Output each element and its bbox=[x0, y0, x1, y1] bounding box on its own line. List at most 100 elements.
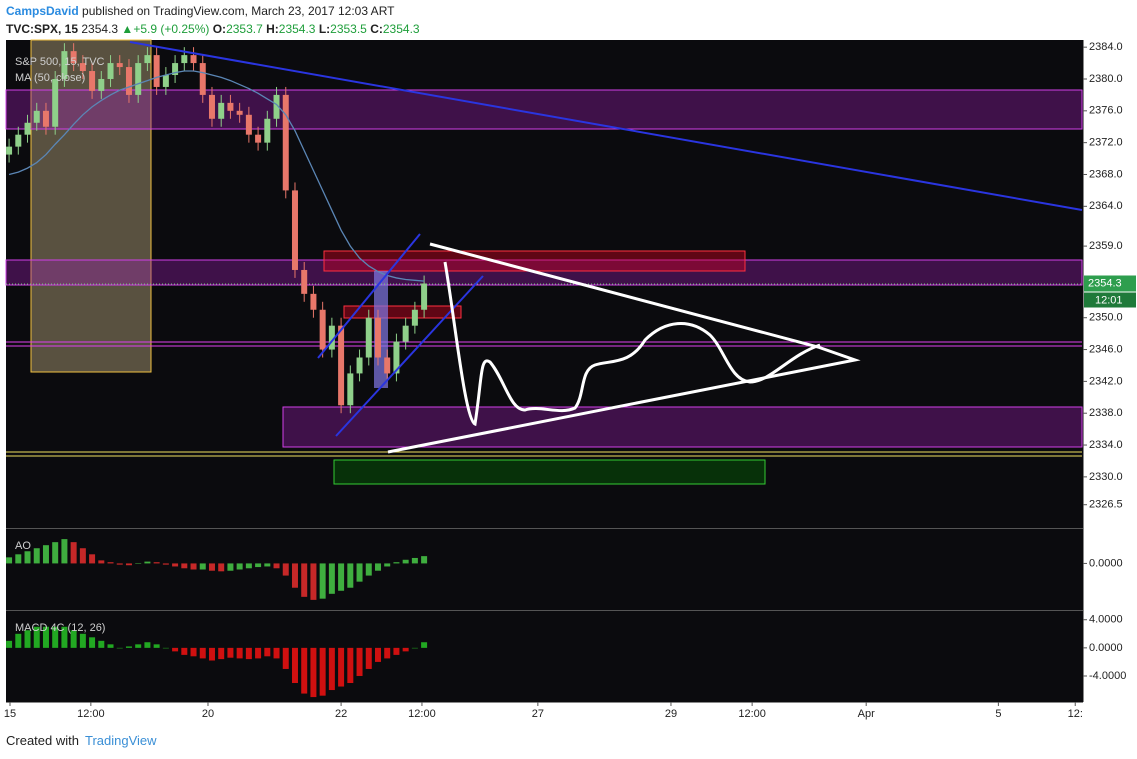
candle-body bbox=[301, 269, 308, 294]
candle-body bbox=[79, 63, 86, 72]
y-tick-label: 2334.0 bbox=[1089, 439, 1123, 451]
histogram-bar bbox=[421, 642, 428, 648]
candle-body bbox=[70, 51, 77, 64]
histogram-bar bbox=[319, 647, 326, 696]
candle-body bbox=[273, 94, 280, 119]
histogram-bar bbox=[291, 563, 298, 588]
candle-body bbox=[162, 75, 169, 87]
x-tick-label: 5 bbox=[995, 708, 1001, 720]
histogram-bar bbox=[264, 647, 271, 657]
x-tick-label: 20 bbox=[202, 708, 214, 720]
y-tick-label: 2384.0 bbox=[1089, 41, 1123, 53]
candle-body bbox=[218, 102, 225, 119]
triangle bbox=[387, 242, 861, 454]
histogram-bar bbox=[338, 647, 345, 687]
box bbox=[323, 250, 746, 272]
candle-body bbox=[338, 325, 345, 406]
y-tick-label: 0.0000 bbox=[1089, 642, 1123, 654]
projection bbox=[443, 261, 821, 427]
candle-body bbox=[190, 55, 197, 64]
x-tick-label: 12:00 bbox=[77, 708, 105, 720]
candle-body bbox=[6, 146, 13, 155]
histogram-bar bbox=[393, 562, 400, 564]
candle-body bbox=[245, 114, 252, 135]
time-label-box bbox=[1084, 292, 1136, 308]
legend-title: S&P 500, 15, TVC bbox=[15, 56, 105, 68]
candle-body bbox=[125, 67, 132, 95]
candle-body bbox=[199, 63, 206, 95]
histogram-bar bbox=[264, 563, 271, 567]
channel-line bbox=[317, 233, 421, 359]
histogram-bar bbox=[190, 563, 197, 570]
drawings bbox=[5, 39, 1083, 485]
histogram-bar bbox=[162, 563, 169, 565]
indicator-title: AO bbox=[15, 540, 31, 552]
histogram-bar bbox=[411, 647, 418, 649]
histogram-bar bbox=[89, 637, 96, 648]
histogram-bar bbox=[374, 647, 381, 662]
ohlc-label: L: bbox=[318, 22, 331, 36]
histogram-bar bbox=[273, 647, 280, 659]
legend-entry: MA (50, close) bbox=[15, 72, 85, 84]
histogram-bar bbox=[190, 647, 197, 657]
y-tick-label: 2350.0 bbox=[1089, 312, 1123, 324]
candle-body bbox=[347, 373, 354, 406]
chart: 2384.0 2380.0 2376.0 2372.0 2368.0 2364.0 2359… bbox=[3, 39, 1136, 720]
histogram-bar bbox=[33, 626, 40, 648]
histogram-bar bbox=[227, 647, 234, 658]
histogram-bar bbox=[245, 647, 252, 660]
y-tick-label: 2359.0 bbox=[1089, 240, 1123, 252]
histogram-bar bbox=[172, 647, 179, 652]
x-tick-label: 12:00 bbox=[408, 708, 436, 720]
histogram-bar bbox=[125, 563, 132, 566]
histogram-bar bbox=[310, 563, 317, 600]
y-tick-label: -4.0000 bbox=[1089, 670, 1126, 682]
author[interactable]: CampsDavid bbox=[6, 4, 79, 18]
histogram-bar bbox=[162, 647, 169, 649]
header: CampsDavid published on TradingView.com,… bbox=[6, 2, 420, 38]
candle-body bbox=[98, 78, 105, 91]
histogram-bar bbox=[236, 647, 243, 659]
histogram-bar bbox=[402, 559, 409, 564]
candle-body bbox=[172, 63, 179, 76]
histogram-bar bbox=[79, 548, 86, 564]
histogram-bar bbox=[255, 647, 262, 659]
marks bbox=[6, 43, 428, 698]
histogram-bar bbox=[236, 563, 243, 570]
drawings bbox=[129, 41, 1083, 454]
brand[interactable]: TradingView bbox=[84, 733, 157, 748]
trend-line bbox=[129, 41, 1083, 211]
candle-body bbox=[282, 94, 289, 191]
change: +5.9 (+0.25%) bbox=[133, 22, 210, 36]
histogram-bar bbox=[89, 554, 96, 564]
candle-body bbox=[356, 357, 363, 374]
histogram-bar bbox=[116, 563, 123, 565]
histogram-bar bbox=[402, 647, 409, 652]
candle-body bbox=[42, 110, 49, 127]
candle-body bbox=[236, 110, 243, 115]
histogram-bar bbox=[411, 557, 418, 564]
histogram-bar bbox=[6, 557, 13, 564]
x-tick-label: 22 bbox=[335, 708, 347, 720]
x-tick-label: 15 bbox=[4, 708, 16, 720]
candle-body bbox=[24, 122, 31, 135]
candle-body bbox=[227, 102, 234, 111]
histogram-bar bbox=[24, 551, 31, 564]
price-label-box bbox=[1084, 275, 1136, 292]
histogram-bar bbox=[338, 563, 345, 591]
histogram-bar bbox=[52, 626, 59, 648]
histogram-bar bbox=[347, 647, 354, 684]
y-tick-label: 2330.0 bbox=[1089, 471, 1123, 483]
y-tick-label: 2326.5 bbox=[1089, 499, 1123, 511]
histogram-bar bbox=[273, 563, 280, 569]
box bbox=[343, 305, 462, 319]
histogram-bar bbox=[328, 647, 335, 691]
indicator-title: MACD 4C (12, 26) bbox=[15, 622, 105, 634]
histogram-bar bbox=[218, 563, 225, 572]
histogram-bar bbox=[208, 563, 215, 571]
y-tick-label: 2380.0 bbox=[1089, 73, 1123, 85]
histogram-bar bbox=[61, 626, 68, 648]
histogram-bar bbox=[199, 563, 206, 570]
y-tick-label: 2342.0 bbox=[1089, 375, 1123, 387]
x-tick-label: 12: bbox=[1068, 708, 1083, 720]
